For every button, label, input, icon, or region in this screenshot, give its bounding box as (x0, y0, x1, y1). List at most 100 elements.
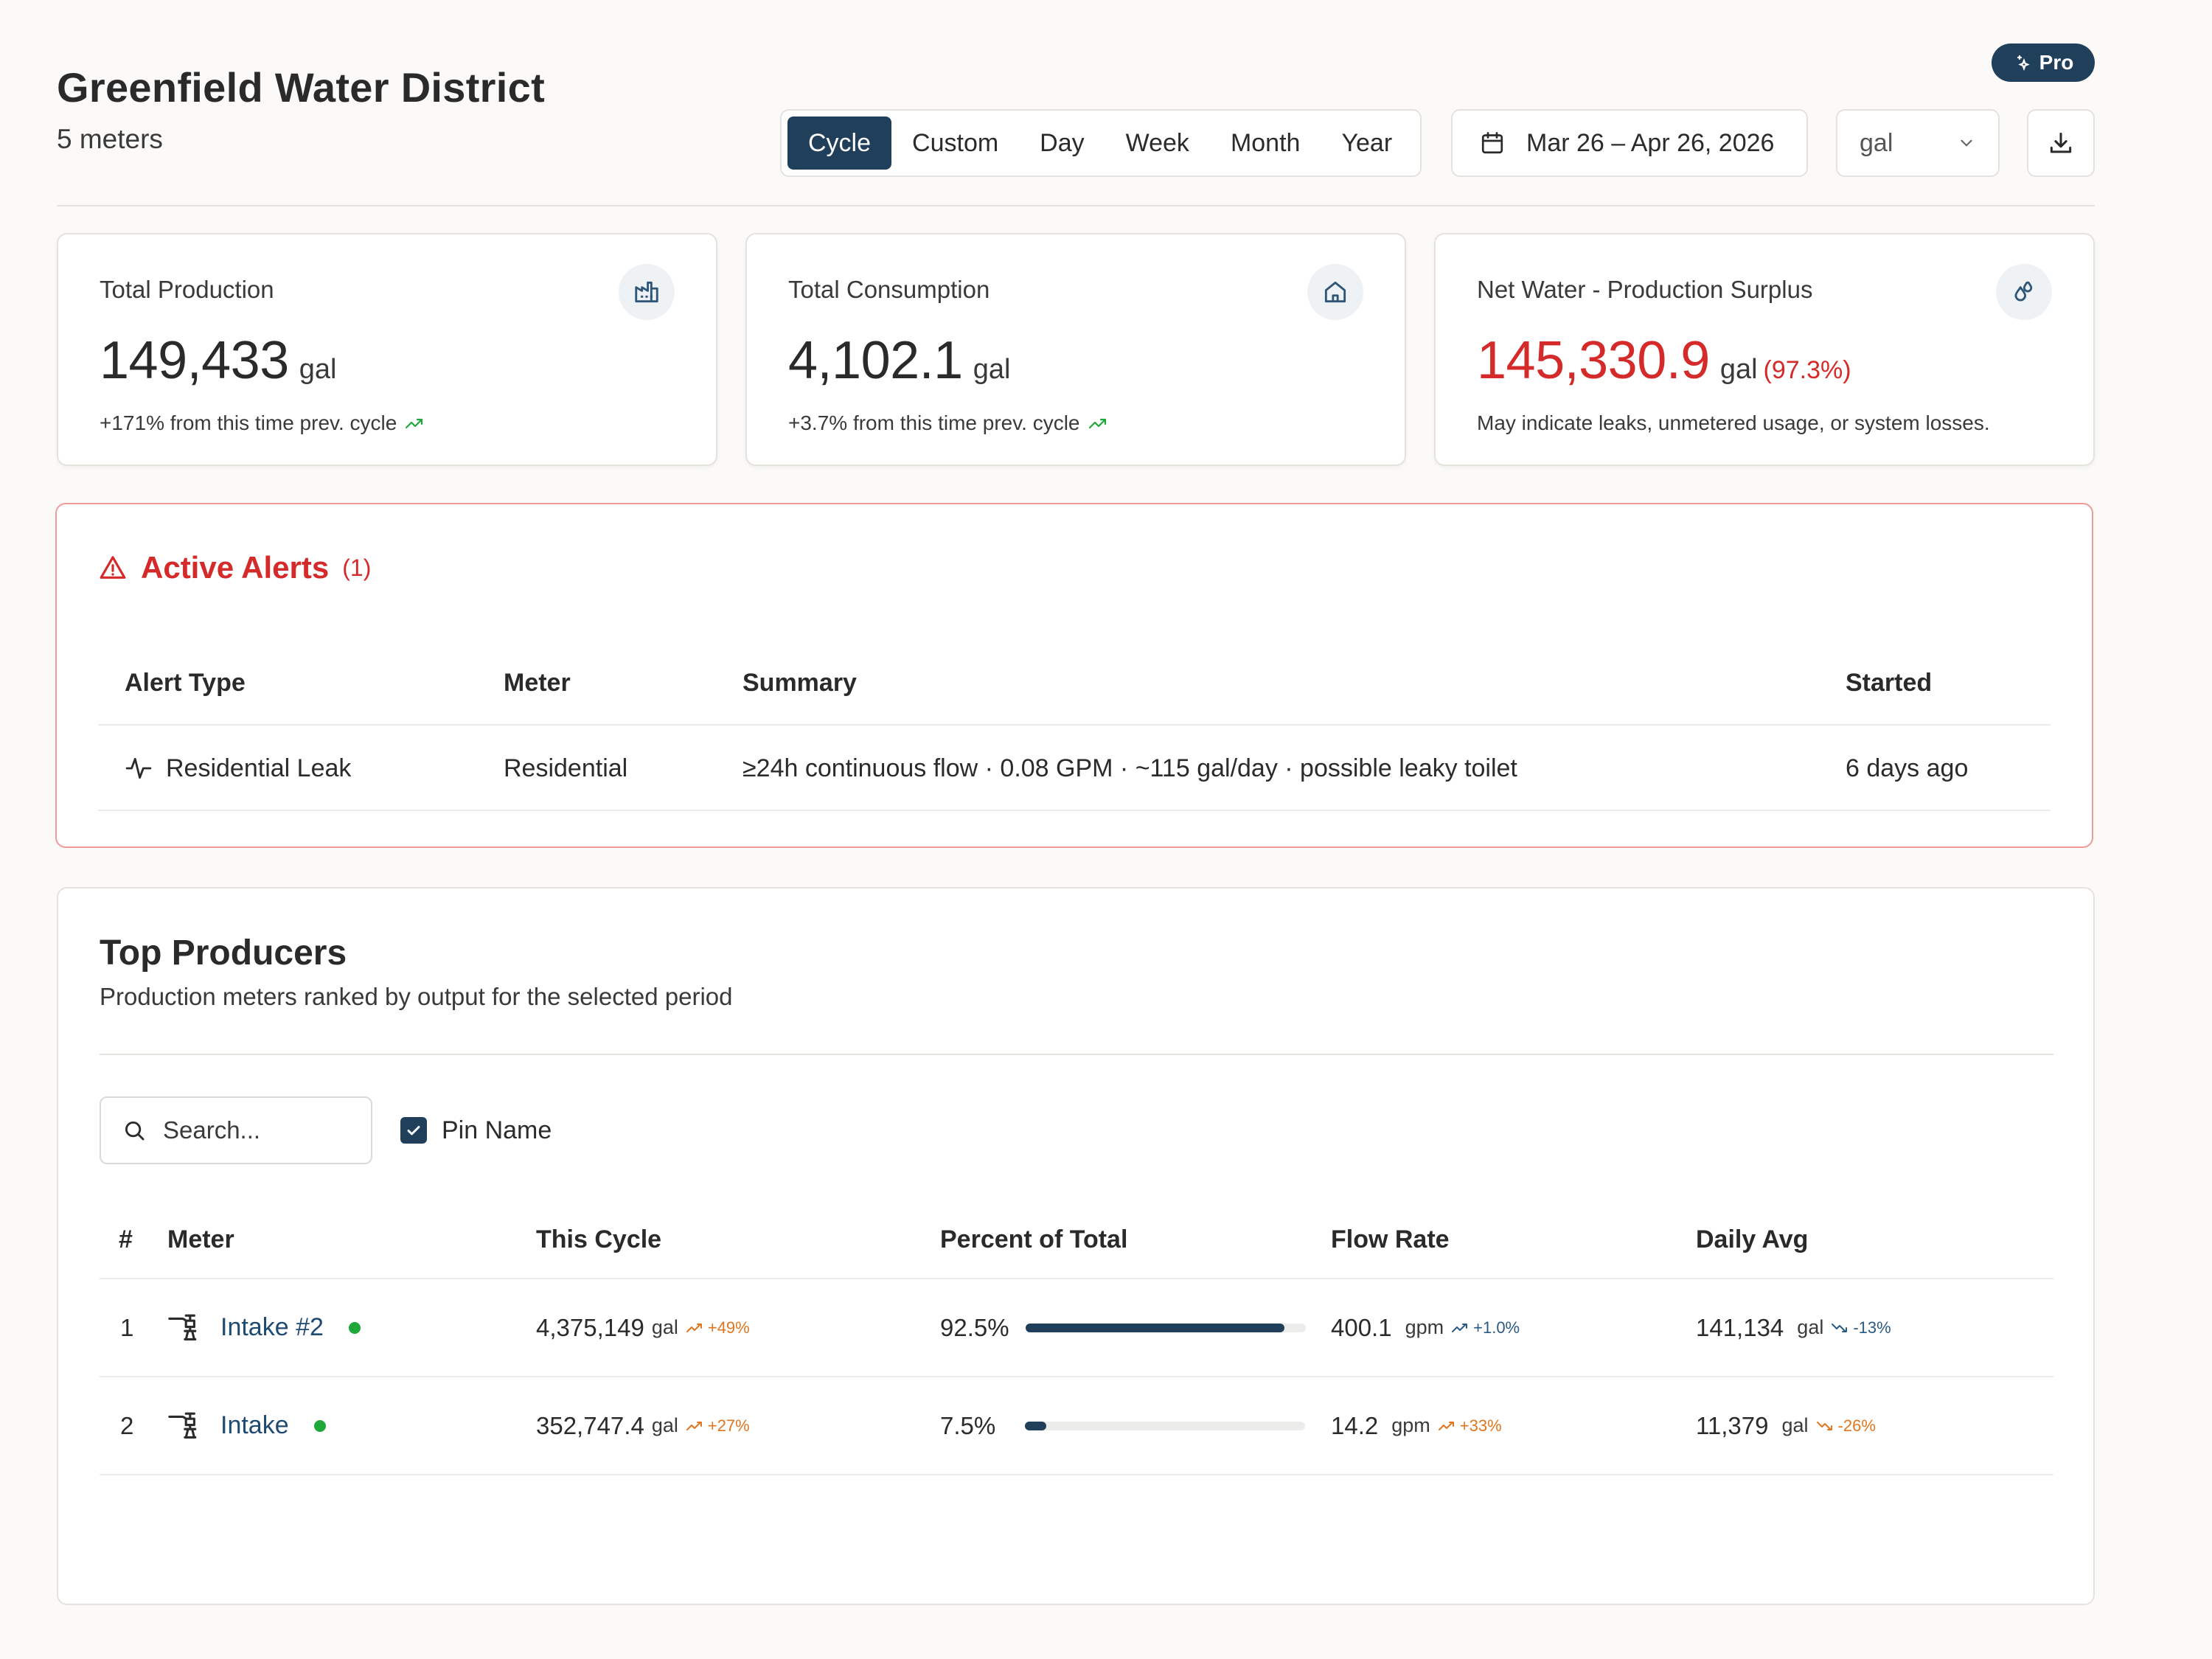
column-header-meter[interactable]: Meter (167, 1225, 234, 1253)
alert-started: 6 days ago (1846, 754, 1969, 782)
alerts-table-header: Alert Type Meter Summary Started (98, 640, 2051, 726)
factory-icon (619, 264, 675, 320)
pin-name-label: Pin Name (442, 1116, 552, 1144)
date-range-label: Mar 26 – Apr 26, 2026 (1526, 128, 1775, 157)
stat-label: Total Production (100, 276, 274, 303)
column-header-meter[interactable]: Meter (504, 668, 571, 697)
stat-unit: gal (299, 354, 337, 385)
meter-link[interactable]: Intake #2 (220, 1313, 324, 1341)
stat-value: 4,102.1 (788, 331, 963, 390)
top-producers-panel: Top Producers Production meters ranked b… (57, 887, 2095, 1605)
daily-unit: gal (1797, 1316, 1824, 1338)
trend-down-icon (1816, 1421, 1832, 1430)
warning-triangle-icon (98, 553, 128, 582)
cycle-trend-label: +49% (707, 1318, 750, 1337)
percent-value: 7.5% (940, 1411, 996, 1439)
cycle-unit: gal (651, 1316, 678, 1338)
search-input[interactable] (163, 1116, 355, 1144)
flow-value: 400.1 (1331, 1313, 1392, 1341)
daily-value: 11,379 (1696, 1411, 1769, 1439)
search-icon (122, 1118, 147, 1143)
flow-trend: +33% (1438, 1416, 1502, 1436)
active-alerts-panel: Active Alerts (1) Alert Type Meter Summa… (55, 503, 2093, 848)
column-header-this-cycle[interactable]: This Cycle (536, 1225, 662, 1253)
row-rank: 1 (120, 1313, 134, 1341)
unit-select[interactable]: gal (1836, 109, 2000, 177)
sparkles-icon (2013, 54, 2031, 72)
column-header-flow-rate[interactable]: Flow Rate (1331, 1225, 1450, 1253)
daily-value: 141,134 (1696, 1313, 1784, 1341)
status-dot (313, 1419, 326, 1432)
column-header-rank[interactable]: # (119, 1225, 133, 1253)
table-row[interactable]: 1 Intake #2 4,375,149 gal +49% 92.5% (100, 1279, 2053, 1377)
search-box (100, 1096, 372, 1164)
row-rank: 2 (120, 1411, 134, 1439)
alert-meter: Residential (504, 754, 628, 782)
stat-unit: gal (1719, 354, 1758, 385)
status-dot (348, 1321, 361, 1334)
percent-bar (1025, 1323, 1306, 1332)
flow-unit: gpm (1405, 1316, 1444, 1338)
cycle-unit: gal (651, 1414, 678, 1436)
cycle-trend-label: +27% (707, 1416, 750, 1435)
stat-card-consumption: Total Consumption 4,102.1 gal +3.7% from… (745, 233, 1406, 466)
alerts-table: Alert Type Meter Summary Started Residen… (98, 640, 2051, 811)
stat-note: +171% from this time prev. cycle (100, 411, 397, 434)
percent-value: 92.5% (940, 1313, 1009, 1341)
alerts-count: (1) (342, 554, 372, 581)
pin-name-checkbox[interactable] (400, 1117, 427, 1144)
stat-value: 149,433 (100, 331, 289, 390)
meter-count: 5 meters (57, 124, 163, 154)
pro-badge-label: Pro (2039, 51, 2074, 74)
stat-note: +3.7% from this time prev. cycle (788, 411, 1080, 434)
download-button[interactable] (2027, 109, 2095, 177)
pin-name-toggle[interactable]: Pin Name (400, 1096, 552, 1164)
column-header-summary[interactable]: Summary (742, 668, 857, 697)
cycle-trend: +27% (686, 1416, 750, 1436)
stat-note: May indicate leaks, unmetered usage, or … (1477, 411, 1990, 434)
section-divider (100, 1054, 2053, 1055)
stat-unit: gal (973, 354, 1011, 385)
trend-down-icon (1832, 1323, 1848, 1332)
stat-label: Net Water - Production Surplus (1477, 276, 1813, 303)
section-title: Top Producers (100, 933, 347, 973)
column-header-started[interactable]: Started (1846, 668, 1933, 697)
daily-trend: -13% (1831, 1318, 1891, 1338)
pro-badge[interactable]: Pro (1992, 44, 2095, 82)
home-icon (1307, 264, 1363, 320)
trend-up-icon (1452, 1323, 1468, 1332)
producers-table-header: # Meter This Cycle Percent of Total Flow… (100, 1201, 2053, 1279)
producers-table: # Meter This Cycle Percent of Total Flow… (100, 1201, 2053, 1475)
period-tabs: Cycle Custom Day Week Month Year (780, 109, 1422, 177)
table-row[interactable]: Residential Leak Residential ≥24h contin… (98, 726, 2051, 811)
stat-card-net-water: Net Water - Production Surplus 145,330.9… (1434, 233, 2095, 466)
chevron-down-icon (1957, 133, 1976, 153)
stat-value: 145,330.9 (1477, 331, 1710, 390)
alert-summary: ≥24h continuous flow · 0.08 GPM · ~115 g… (742, 754, 1517, 782)
column-header-percent[interactable]: Percent of Total (940, 1225, 1128, 1253)
percent-bar-fill (1025, 1421, 1046, 1430)
tab-year[interactable]: Year (1341, 128, 1393, 157)
date-range-picker[interactable]: Mar 26 – Apr 26, 2026 (1451, 109, 1808, 177)
column-header-alert-type[interactable]: Alert Type (125, 668, 246, 697)
page-title: Greenfield Water District (57, 64, 546, 111)
activity-icon (125, 754, 153, 782)
table-row[interactable]: 2 Intake 352,747.4 gal +27% 7.5% (100, 1377, 2053, 1475)
daily-trend-label: -26% (1837, 1416, 1876, 1435)
download-icon (2047, 129, 2075, 157)
tab-day[interactable]: Day (1040, 128, 1085, 157)
trend-up-icon (404, 416, 425, 431)
tab-week[interactable]: Week (1125, 128, 1189, 157)
column-header-daily-avg[interactable]: Daily Avg (1696, 1225, 1809, 1253)
cycle-value: 4,375,149 (536, 1313, 644, 1341)
pump-icon (167, 1312, 209, 1343)
percent-bar-fill (1025, 1323, 1285, 1332)
trend-up-icon (1088, 416, 1108, 431)
flow-unit: gpm (1391, 1414, 1430, 1436)
meter-link[interactable]: Intake (220, 1411, 289, 1439)
tab-custom[interactable]: Custom (912, 128, 999, 157)
tab-month[interactable]: Month (1230, 128, 1301, 157)
tab-cycle[interactable]: Cycle (787, 116, 892, 170)
cycle-value: 352,747.4 (536, 1411, 644, 1439)
daily-unit: gal (1781, 1414, 1809, 1436)
